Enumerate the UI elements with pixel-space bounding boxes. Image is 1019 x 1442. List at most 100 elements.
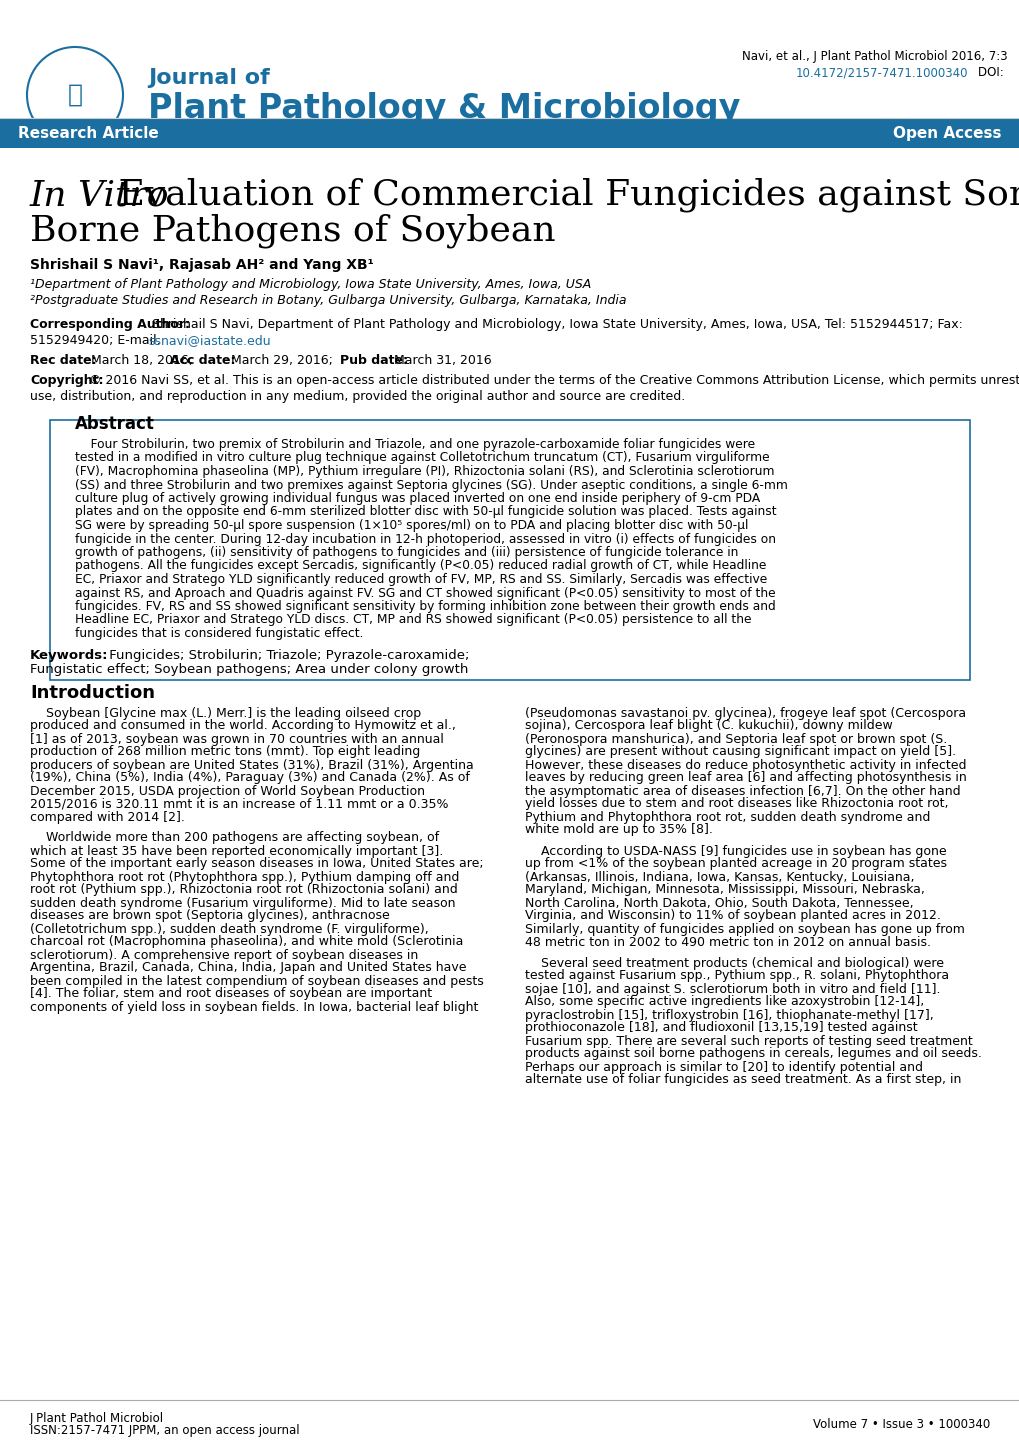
Text: leaves by reducing green leaf area [6] and affecting photosynthesis in: leaves by reducing green leaf area [6] a… — [525, 771, 966, 784]
Text: up from <1% of the soybean planted acreage in 20 program states: up from <1% of the soybean planted acrea… — [525, 858, 946, 871]
Text: products against soil borne pathogens in cereals, legumes and oil seeds.: products against soil borne pathogens in… — [525, 1047, 981, 1060]
Text: Argentina, Brazil, Canada, China, India, Japan and United States have: Argentina, Brazil, Canada, China, India,… — [30, 962, 466, 975]
Text: 10.4172/2157-7471.1000340: 10.4172/2157-7471.1000340 — [795, 66, 967, 79]
Text: pathogens. All the fungicides except Sercadis, significantly (P<0.05) reduced ra: pathogens. All the fungicides except Ser… — [75, 559, 765, 572]
Text: fungicides. FV, RS and SS showed significant sensitivity by forming inhibition z: fungicides. FV, RS and SS showed signifi… — [75, 600, 775, 613]
Text: against RS, and Aproach and Quadris against FV. SG and CT showed significant (P<: against RS, and Aproach and Quadris agai… — [75, 587, 774, 600]
Text: (FV), Macrophomina phaseolina (MP), Pythium irregulare (PI), Rhizoctonia solani : (FV), Macrophomina phaseolina (MP), Pyth… — [75, 464, 773, 477]
Text: yield losses due to stem and root diseases like Rhizoctonia root rot,: yield losses due to stem and root diseas… — [525, 797, 948, 810]
Text: sudden death syndrome (Fusarium virguliforme). Mid to late season: sudden death syndrome (Fusarium virgulif… — [30, 897, 455, 910]
Text: (Pseudomonas savastanoi pv. glycinea), frogeye leaf spot (Cercospora: (Pseudomonas savastanoi pv. glycinea), f… — [525, 707, 965, 720]
Text: Some of the important early season diseases in Iowa, United States are;: Some of the important early season disea… — [30, 858, 483, 871]
Text: 5152949420; E-mail:: 5152949420; E-mail: — [30, 335, 165, 348]
Text: [1] as of 2013, soybean was grown in 70 countries with an annual: [1] as of 2013, soybean was grown in 70 … — [30, 733, 443, 746]
Text: producers of soybean are United States (31%), Brazil (31%), Argentina: producers of soybean are United States (… — [30, 758, 473, 771]
Text: sojina), Cercospora leaf blight (C. kukuchii), downy mildew: sojina), Cercospora leaf blight (C. kuku… — [525, 720, 892, 733]
Text: been compiled in the latest compendium of soybean diseases and pests: been compiled in the latest compendium o… — [30, 975, 483, 988]
Text: Copyright:: Copyright: — [30, 373, 103, 386]
Text: Introduction: Introduction — [30, 685, 155, 702]
Text: Several seed treatment products (chemical and biological) were: Several seed treatment products (chemica… — [525, 956, 943, 969]
Text: (SS) and three Strobilurin and two premixes against Septoria glycines (SG). Unde: (SS) and three Strobilurin and two premi… — [75, 479, 787, 492]
Text: J Plant Pathol Microbiol: J Plant Pathol Microbiol — [30, 1412, 164, 1425]
Text: Headline EC, Priaxor and Stratego YLD discs. CT, MP and RS showed significant (P: Headline EC, Priaxor and Stratego YLD di… — [75, 613, 751, 626]
Text: According to USDA-NASS [9] fungicides use in soybean has gone: According to USDA-NASS [9] fungicides us… — [525, 845, 946, 858]
Text: 48 metric ton in 2002 to 490 metric ton in 2012 on annual basis.: 48 metric ton in 2002 to 490 metric ton … — [525, 936, 930, 949]
Text: charcoal rot (Macrophomina phaseolina), and white mold (Sclerotinia: charcoal rot (Macrophomina phaseolina), … — [30, 936, 463, 949]
Text: Keywords:: Keywords: — [30, 649, 108, 662]
Text: (Arkansas, Illinois, Indiana, Iowa, Kansas, Kentucky, Louisiana,: (Arkansas, Illinois, Indiana, Iowa, Kans… — [525, 871, 914, 884]
Text: ²Postgraduate Studies and Research in Botany, Gulbarga University, Gulbarga, Kar: ²Postgraduate Studies and Research in Bo… — [30, 294, 626, 307]
Text: Pythium and Phytophthora root rot, sudden death syndrome and: Pythium and Phytophthora root rot, sudde… — [525, 810, 929, 823]
Text: ISSN:2157-7471 JPPM, an open access journal: ISSN:2157-7471 JPPM, an open access jour… — [30, 1425, 300, 1438]
Text: sojae [10], and against S. sclerotiorum both in vitro and field [11].: sojae [10], and against S. sclerotiorum … — [525, 982, 940, 995]
Text: North Carolina, North Dakota, Ohio, South Dakota, Tennessee,: North Carolina, North Dakota, Ohio, Sout… — [525, 897, 913, 910]
Text: Also, some specific active ingredients like azoxystrobin [12-14],: Also, some specific active ingredients l… — [525, 995, 923, 1008]
Text: Shrishail S Navi, Department of Plant Pathology and Microbiology, Iowa State Uni: Shrishail S Navi, Department of Plant Pa… — [148, 319, 962, 332]
Text: which at least 35 have been reported economically important [3].: which at least 35 have been reported eco… — [30, 845, 443, 858]
Text: Fungicides; Strobilurin; Triazole; Pyrazole-caroxamide;: Fungicides; Strobilurin; Triazole; Pyraz… — [105, 649, 469, 662]
Text: March 18, 2016;: March 18, 2016; — [87, 353, 197, 368]
Text: 🧪: 🧪 — [67, 84, 83, 107]
Text: Fusarium spp. There are several such reports of testing seed treatment: Fusarium spp. There are several such rep… — [525, 1034, 972, 1047]
Text: use, distribution, and reproduction in any medium, provided the original author : use, distribution, and reproduction in a… — [30, 389, 685, 402]
Text: root rot (Pythium spp.), Rhizoctonia root rot (Rhizoctonia solani) and: root rot (Pythium spp.), Rhizoctonia roo… — [30, 884, 458, 897]
Text: white mold are up to 35% [8].: white mold are up to 35% [8]. — [525, 823, 712, 836]
Text: Acc date:: Acc date: — [170, 353, 235, 368]
Text: 2015/2016 is 320.11 mmt it is an increase of 1.11 mmt or a 0.35%: 2015/2016 is 320.11 mmt it is an increas… — [30, 797, 448, 810]
Text: (19%), China (5%), India (4%), Paraguay (3%) and Canada (2%). As of: (19%), China (5%), India (4%), Paraguay … — [30, 771, 470, 784]
Text: March 31, 2016: March 31, 2016 — [389, 353, 491, 368]
Text: growth of pathogens, (ii) sensitivity of pathogens to fungicides and (iii) persi: growth of pathogens, (ii) sensitivity of… — [75, 547, 738, 559]
Text: Navi, et al., J Plant Pathol Microbiol 2016, 7:3: Navi, et al., J Plant Pathol Microbiol 2… — [742, 50, 1007, 63]
Text: (Peronospora manshurica), and Septoria leaf spot or brown spot (S.: (Peronospora manshurica), and Septoria l… — [525, 733, 947, 746]
Text: © 2016 Navi SS, et al. This is an open-access article distributed under the term: © 2016 Navi SS, et al. This is an open-a… — [85, 373, 1019, 386]
Text: Research Article: Research Article — [18, 125, 159, 141]
Text: Shrishail S Navi¹, Rajasab AH² and Yang XB¹: Shrishail S Navi¹, Rajasab AH² and Yang … — [30, 258, 373, 273]
Text: Virginia, and Wisconsin) to 11% of soybean planted acres in 2012.: Virginia, and Wisconsin) to 11% of soybe… — [525, 910, 940, 923]
Text: pyraclostrobin [15], trifloxystrobin [16], thiophanate-methyl [17],: pyraclostrobin [15], trifloxystrobin [16… — [525, 1008, 932, 1021]
Text: Journal of: Journal of — [148, 68, 269, 88]
Text: Abstract: Abstract — [75, 415, 155, 433]
Text: components of yield loss in soybean fields. In Iowa, bacterial leaf blight: components of yield loss in soybean fiel… — [30, 1001, 478, 1014]
Text: tested against Fusarium spp., Pythium spp., R. solani, Phytophthora: tested against Fusarium spp., Pythium sp… — [525, 969, 949, 982]
Text: March 29, 2016;: March 29, 2016; — [227, 353, 336, 368]
Text: Volume 7 • Issue 3 • 1000340: Volume 7 • Issue 3 • 1000340 — [812, 1417, 989, 1430]
Text: ssnavi@iastate.edu: ssnavi@iastate.edu — [148, 335, 270, 348]
Text: prothioconazole [18], and fludioxonil [13,15,19] tested against: prothioconazole [18], and fludioxonil [1… — [525, 1021, 917, 1034]
Text: Phytophthora root rot (Phytophthora spp.), Pythium damping off and: Phytophthora root rot (Phytophthora spp.… — [30, 871, 459, 884]
Text: compared with 2014 [2].: compared with 2014 [2]. — [30, 810, 184, 823]
Text: Four Strobilurin, two premix of Strobilurin and Triazole, and one pyrazole-carbo: Four Strobilurin, two premix of Strobilu… — [75, 438, 754, 451]
Text: Fungistatic effect; Soybean pathogens; Area under colony growth: Fungistatic effect; Soybean pathogens; A… — [30, 662, 468, 675]
Text: Worldwide more than 200 pathogens are affecting soybean, of: Worldwide more than 200 pathogens are af… — [30, 832, 439, 845]
Text: DOI:: DOI: — [977, 66, 1007, 79]
Text: Corresponding Author:: Corresponding Author: — [30, 319, 190, 332]
Text: Plant Pathology & Microbiology: Plant Pathology & Microbiology — [148, 92, 740, 125]
Text: the asymptomatic area of diseases infection [6,7]. On the other hand: the asymptomatic area of diseases infect… — [525, 784, 960, 797]
Text: Evaluation of Commercial Fungicides against Some of the Major Soil: Evaluation of Commercial Fungicides agai… — [107, 177, 1019, 212]
FancyBboxPatch shape — [0, 118, 1019, 149]
Text: Borne Pathogens of Soybean: Borne Pathogens of Soybean — [30, 213, 555, 248]
FancyBboxPatch shape — [50, 420, 969, 681]
Text: Perhaps our approach is similar to [20] to identify potential and: Perhaps our approach is similar to [20] … — [525, 1060, 922, 1073]
Text: fungicides that is considered fungistatic effect.: fungicides that is considered fungistati… — [75, 627, 363, 640]
Text: EC, Priaxor and Stratego YLD significantly reduced growth of FV, MP, RS and SS. : EC, Priaxor and Stratego YLD significant… — [75, 572, 766, 585]
Text: Similarly, quantity of fungicides applied on soybean has gone up from: Similarly, quantity of fungicides applie… — [525, 923, 964, 936]
Text: SG were by spreading 50-μl spore suspension (1×10⁵ spores/ml) on to PDA and plac: SG were by spreading 50-μl spore suspens… — [75, 519, 748, 532]
Text: plates and on the opposite end 6-mm sterilized blotter disc with 50-μl fungicide: plates and on the opposite end 6-mm ster… — [75, 506, 775, 519]
Text: fungicide in the center. During 12-day incubation in 12-h photoperiod, assessed : fungicide in the center. During 12-day i… — [75, 532, 775, 545]
Text: production of 268 million metric tons (mmt). Top eight leading: production of 268 million metric tons (m… — [30, 746, 420, 758]
Text: ¹Department of Plant Pathology and Microbiology, Iowa State University, Ames, Io: ¹Department of Plant Pathology and Micro… — [30, 278, 591, 291]
Text: December 2015, USDA projection of World Soybean Production: December 2015, USDA projection of World … — [30, 784, 425, 797]
Text: Maryland, Michigan, Minnesota, Mississippi, Missouri, Nebraska,: Maryland, Michigan, Minnesota, Mississip… — [525, 884, 924, 897]
Text: diseases are brown spot (Septoria glycines), anthracnose: diseases are brown spot (Septoria glycin… — [30, 910, 389, 923]
Text: culture plug of actively growing individual fungus was placed inverted on one en: culture plug of actively growing individ… — [75, 492, 759, 505]
Text: sclerotiorum). A comprehensive report of soybean diseases in: sclerotiorum). A comprehensive report of… — [30, 949, 418, 962]
Text: (Colletotrichum spp.), sudden death syndrome (F. virguliforme),: (Colletotrichum spp.), sudden death synd… — [30, 923, 428, 936]
Text: [4]. The foliar, stem and root diseases of soybean are important: [4]. The foliar, stem and root diseases … — [30, 988, 432, 1001]
Text: In Vitro: In Vitro — [30, 177, 169, 212]
Text: glycines) are present without causing significant impact on yield [5].: glycines) are present without causing si… — [525, 746, 955, 758]
Text: Rec date:: Rec date: — [30, 353, 97, 368]
Text: Soybean [Glycine max (L.) Merr.] is the leading oilseed crop: Soybean [Glycine max (L.) Merr.] is the … — [30, 707, 421, 720]
Text: produced and consumed in the world. According to Hymowitz et al.,: produced and consumed in the world. Acco… — [30, 720, 455, 733]
Text: Open Access: Open Access — [893, 125, 1001, 141]
Text: tested in a modified in vitro culture plug technique against Colletotrichum trun: tested in a modified in vitro culture pl… — [75, 451, 769, 464]
